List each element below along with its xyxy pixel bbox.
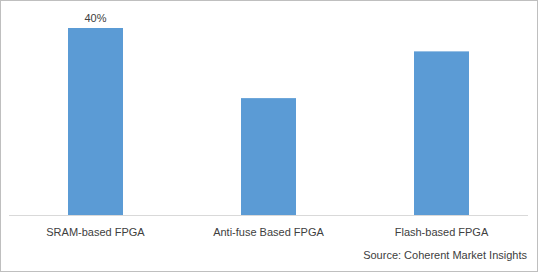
source: Source: Coherent Market Insights [363,249,527,261]
bar [241,98,296,215]
frame [1,1,538,272]
x-tick-label: Anti-fuse Based FPGA [213,226,324,238]
bar [68,28,123,215]
bar [414,51,469,215]
bars [68,28,469,215]
x-axis [9,215,528,216]
chart-container: SRAM-based FPGA 40% Anti-fuse Based FPGA Fl… [0,0,538,272]
x-tick-label: Flash-based FPGA [395,226,489,238]
data-label: 40% [84,12,106,24]
chart-svg: SRAM-based FPGA 40% Anti-fuse Based FPGA Fl… [0,0,538,272]
x-tick-label: SRAM-based FPGA [46,226,145,238]
